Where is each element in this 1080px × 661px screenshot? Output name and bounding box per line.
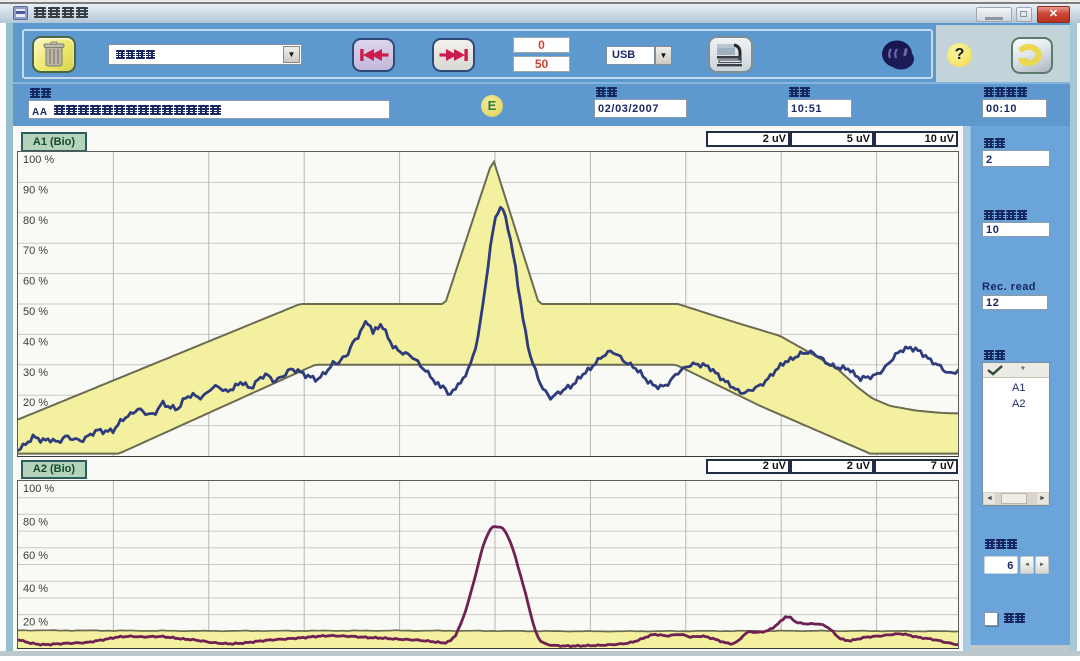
svg-text:70 %: 70 %	[23, 245, 48, 257]
svg-text:100 %: 100 %	[23, 483, 54, 495]
svg-text:40 %: 40 %	[23, 583, 48, 595]
svg-text:50 %: 50 %	[23, 306, 48, 318]
svg-text:60 %: 60 %	[23, 276, 48, 288]
svg-text:80 %: 80 %	[23, 516, 48, 528]
svg-text:90 %: 90 %	[23, 184, 48, 196]
svg-text:40 %: 40 %	[23, 336, 48, 348]
svg-text:20 %: 20 %	[23, 397, 48, 409]
svg-text:60 %: 60 %	[23, 550, 48, 562]
svg-text:20 %: 20 %	[23, 617, 48, 629]
svg-text:100 %: 100 %	[23, 154, 54, 166]
svg-text:80 %: 80 %	[23, 215, 48, 227]
svg-text:30 %: 30 %	[23, 367, 48, 379]
